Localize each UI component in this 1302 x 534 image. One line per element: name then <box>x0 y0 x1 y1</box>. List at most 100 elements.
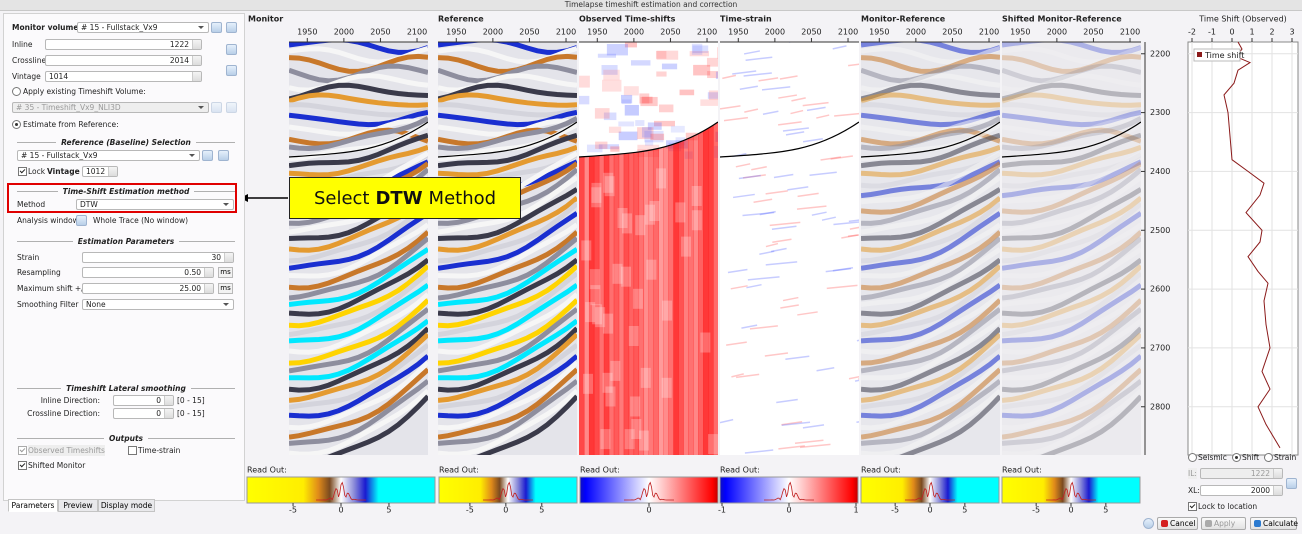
help-button[interactable] <box>1143 518 1154 529</box>
reflector <box>289 298 428 366</box>
strain-streak <box>773 173 794 179</box>
noise <box>603 112 617 121</box>
max-shift-spin[interactable]: 25.00 <box>82 283 214 294</box>
readout-histogram <box>763 481 814 501</box>
reflector <box>1002 53 1141 74</box>
crossline-direction-spin[interactable]: 0 <box>113 408 174 419</box>
browse-button[interactable] <box>211 102 222 113</box>
vintage-spin[interactable]: 1014 <box>45 71 202 82</box>
crossline-spin[interactable]: 2014 <box>45 55 202 66</box>
readout-label: Read Out: <box>439 466 479 475</box>
reflector <box>289 201 428 264</box>
shift-patch <box>592 304 603 325</box>
noise <box>606 44 628 56</box>
noise <box>654 120 675 127</box>
checkbox[interactable] <box>18 446 27 455</box>
shift-strip <box>683 122 689 455</box>
shift-patch <box>610 360 621 381</box>
shift-patch <box>605 386 616 407</box>
noise <box>655 50 667 59</box>
apply-button[interactable]: Apply <box>1201 517 1246 530</box>
reflector <box>861 53 1000 74</box>
x-tick-label: 2100 <box>556 28 576 37</box>
reflector <box>1002 132 1141 169</box>
shift-patch <box>603 172 614 193</box>
tab[interactable]: Parameters <box>8 499 58 512</box>
shift-strip <box>643 122 649 455</box>
pick-button[interactable] <box>218 150 229 161</box>
noise <box>598 144 620 150</box>
x-tick-label: 1 <box>1249 28 1254 37</box>
strain-streak <box>802 101 829 107</box>
x-tick-label: 2000 <box>483 28 503 37</box>
checkbox[interactable] <box>18 167 27 176</box>
radio[interactable] <box>1188 453 1197 462</box>
legend-label: Time shift <box>1204 51 1244 60</box>
strain-streak <box>746 283 762 289</box>
tab[interactable]: Display mode <box>98 499 155 512</box>
reflector <box>1002 102 1141 118</box>
radio[interactable] <box>1264 453 1273 462</box>
strain-streak <box>742 174 766 179</box>
strain-streak <box>785 131 805 136</box>
noise <box>618 121 635 127</box>
resampling-spin[interactable]: 0.50 <box>82 267 214 278</box>
cancel-button[interactable]: Cancel <box>1157 517 1198 530</box>
noise <box>597 53 616 58</box>
checkbox[interactable] <box>128 446 137 455</box>
reflector <box>289 360 428 431</box>
reference-volume-combo[interactable]: # 15 - Fullstack_Vx9 <box>17 150 200 161</box>
browse-button[interactable] <box>211 22 222 33</box>
method-combo[interactable]: DTW <box>76 199 234 210</box>
pick-button[interactable] <box>226 102 237 113</box>
strain-streak <box>765 242 779 248</box>
pick-location-button[interactable] <box>226 44 237 55</box>
checkbox[interactable] <box>1188 502 1197 511</box>
radio[interactable] <box>1232 453 1241 462</box>
inline-spin[interactable]: 1222 <box>45 39 202 50</box>
shift-strip <box>603 122 610 455</box>
panel-title: Observed Time-shifts <box>579 15 676 24</box>
browse-button[interactable] <box>202 150 213 161</box>
flag-button[interactable] <box>226 65 237 76</box>
reflector <box>438 236 577 301</box>
noise <box>602 79 622 92</box>
inline-direction-spin[interactable]: 0 <box>113 395 174 406</box>
il-spin[interactable]: 1222 <box>1200 468 1283 479</box>
strain-streak <box>759 250 775 255</box>
reflector <box>861 367 1000 440</box>
timeshift-volume-combo[interactable]: # 35 - Timeshift_Vx9_NLI3D <box>12 102 209 113</box>
x-tick-label: 2000 <box>334 28 354 37</box>
radio[interactable] <box>12 87 21 96</box>
reflector <box>289 211 428 271</box>
checkbox[interactable] <box>18 461 27 470</box>
strain-spin[interactable]: 30 <box>82 252 234 263</box>
shift-strip <box>648 122 654 455</box>
radio[interactable] <box>12 120 21 129</box>
x-tick-label: 2050 <box>370 28 390 37</box>
panel-image <box>579 42 718 455</box>
sync-button[interactable] <box>1286 478 1297 489</box>
strain-streak <box>848 375 859 380</box>
smoothing-combo[interactable]: None <box>82 299 234 310</box>
readout-histogram <box>315 481 366 501</box>
strain-streak <box>742 211 775 217</box>
reflector <box>1002 187 1141 241</box>
shift-patch <box>691 210 702 231</box>
shift-strip <box>583 122 590 455</box>
reference-vintage-spin[interactable]: 1012 <box>82 166 118 177</box>
reflector <box>438 116 577 152</box>
x-tick-label: 3 <box>1289 28 1294 37</box>
monitor-volume-combo[interactable]: # 15 - Fullstack_Vx9 <box>77 22 209 33</box>
window-button[interactable] <box>76 215 87 226</box>
horizon <box>289 121 428 158</box>
label: Lock to location <box>1198 502 1258 511</box>
strain-streak <box>806 106 826 112</box>
shift-strip <box>703 122 709 455</box>
noise <box>706 57 718 67</box>
xl-spin[interactable]: 2000 <box>1200 485 1283 496</box>
pick-button[interactable] <box>226 22 237 33</box>
reflector <box>1002 127 1141 147</box>
tab[interactable]: Preview <box>58 499 98 512</box>
calculate-button[interactable]: Calculate <box>1250 517 1298 530</box>
